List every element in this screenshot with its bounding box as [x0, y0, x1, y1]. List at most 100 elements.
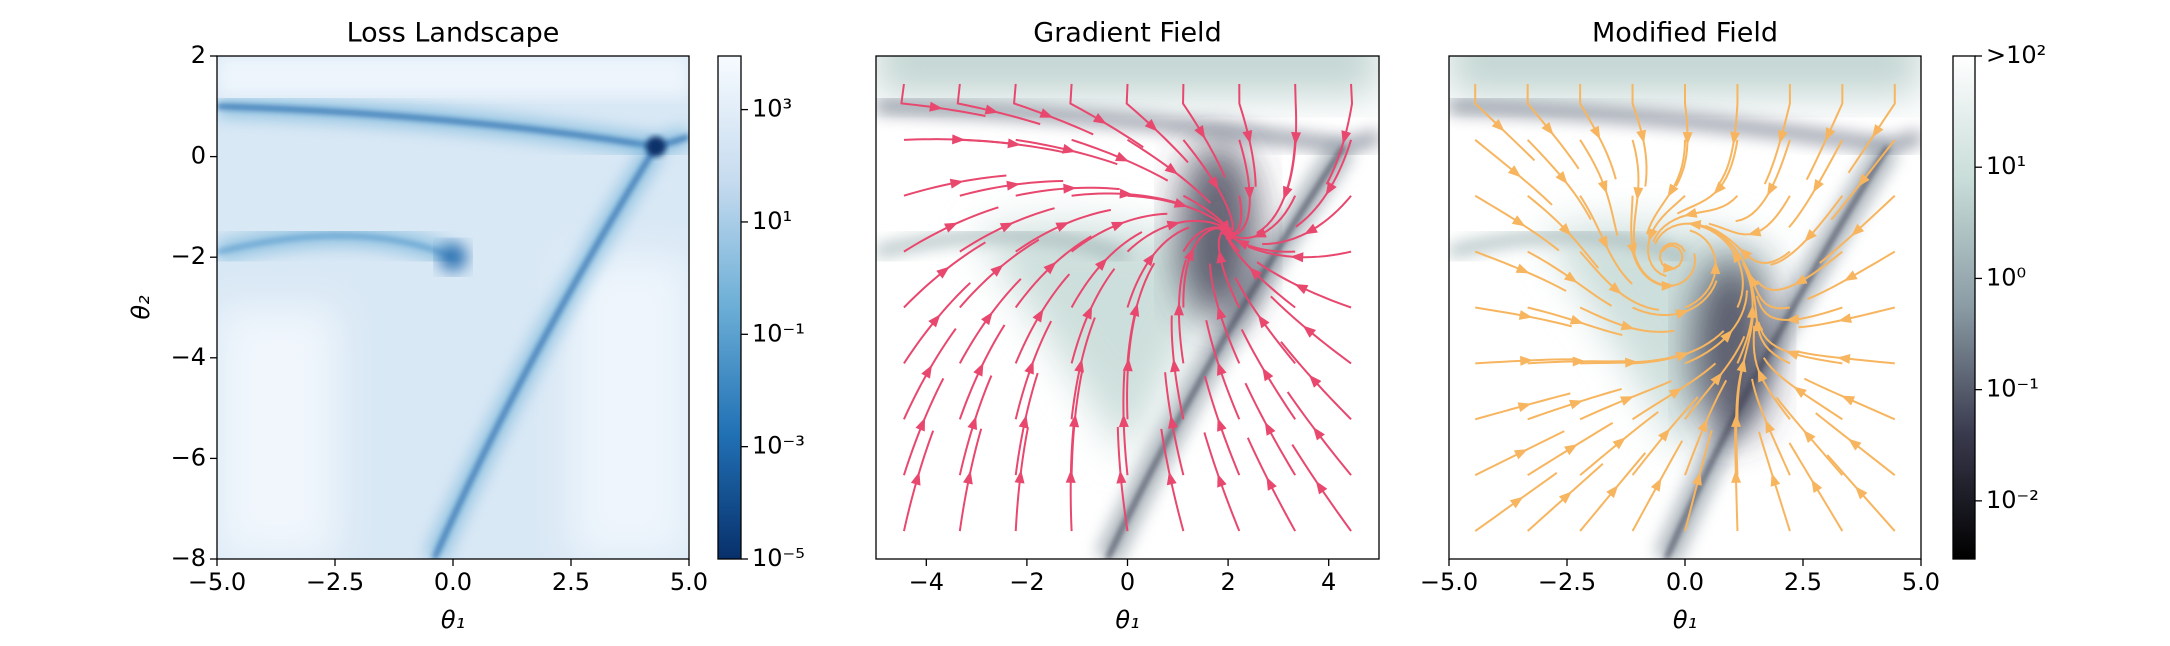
stream-arrow — [1249, 267, 1262, 280]
x-tick-label: −2.5 — [1538, 568, 1596, 596]
y-tick-label: −8 — [171, 544, 206, 572]
stream-arrow — [1024, 360, 1034, 375]
field-shade — [976, 223, 1229, 459]
colorbar-tick-label: 10¹ — [1986, 152, 2026, 180]
chart-title: Modified Field — [1592, 18, 1778, 49]
field-valley — [876, 99, 1379, 154]
stream-arrow — [1266, 476, 1277, 491]
stream-arrow — [929, 101, 943, 112]
stream-arrow — [1173, 302, 1184, 316]
colorbar-tick-label: 10⁻¹ — [752, 319, 805, 347]
x-axis-label: θ₁ — [1115, 606, 1139, 634]
stream-arrow — [1739, 247, 1753, 261]
stream-arrow — [1018, 414, 1029, 429]
x-tick-label: 0.0 — [1666, 568, 1704, 596]
stream-arrow — [1650, 477, 1662, 492]
stream-arrow — [1692, 471, 1702, 486]
stream-arrow — [1143, 252, 1155, 267]
stream-arrow — [1848, 438, 1862, 451]
stream-arrow — [1166, 220, 1181, 231]
stream-arrow — [973, 362, 984, 377]
stream-arrow — [1812, 179, 1824, 193]
stream-arrow — [1014, 469, 1025, 484]
heatmap-light — [571, 257, 689, 559]
stream-arrow — [1541, 121, 1554, 136]
stream-arrow — [1626, 242, 1637, 257]
stream-arrow — [963, 470, 973, 485]
stream-arrow — [1264, 421, 1276, 436]
stream-arrow — [1302, 325, 1317, 338]
stream-arrow — [1851, 223, 1865, 237]
stream-arrow — [1168, 415, 1178, 429]
stream-arrow — [1713, 181, 1726, 195]
stream-arrow — [1164, 162, 1178, 175]
x-tick-label: 2 — [1220, 568, 1235, 596]
stream-arrow — [1515, 263, 1530, 274]
stream-arrow — [1555, 171, 1568, 185]
x-axis-label: θ₁ — [441, 606, 465, 634]
field-valley — [1449, 99, 1921, 154]
stream-arrow — [1039, 108, 1054, 118]
stream-arrow — [1217, 417, 1227, 432]
chart-title: Gradient Field — [1033, 18, 1221, 49]
stream-arrow — [1507, 165, 1522, 178]
stream-arrow — [1122, 358, 1133, 372]
stream-arrow — [1624, 357, 1639, 368]
stream-arrow — [1767, 182, 1778, 197]
stream-arrow — [1242, 130, 1253, 144]
stream-arrow — [1325, 181, 1337, 196]
stream-arrow — [1513, 449, 1528, 460]
stream-arrow — [1710, 260, 1721, 274]
stream-arrow — [1173, 198, 1188, 208]
y-tick-label: 0 — [191, 142, 206, 170]
stream-arrow — [952, 134, 966, 145]
stream-arrow — [1094, 258, 1108, 271]
stream-arrow — [1184, 247, 1194, 262]
stream-arrow — [1520, 355, 1534, 366]
stream-arrow — [967, 416, 977, 430]
stream-arrow — [1518, 310, 1533, 320]
stream-arrow — [1032, 308, 1044, 323]
stream-arrow — [1731, 413, 1742, 427]
y-tick-label: 2 — [191, 41, 206, 69]
stream-arrow — [1793, 274, 1808, 286]
stream-arrow — [1836, 353, 1851, 364]
stream-arrow — [1785, 314, 1799, 325]
stream-arrow — [1558, 223, 1572, 236]
stream-arrow — [1569, 399, 1583, 410]
stream-arrow — [1825, 127, 1836, 142]
stream-arrow — [1648, 227, 1658, 242]
stream-arrow — [1290, 252, 1304, 263]
stream-arrow — [910, 471, 921, 486]
stream-arrow — [1720, 329, 1733, 343]
stream-arrow — [1606, 484, 1619, 499]
stream-arrow — [1511, 215, 1526, 227]
stream-arrow — [1687, 219, 1702, 230]
stream-arrow — [1675, 309, 1690, 320]
stream-arrow — [1785, 350, 1800, 360]
x-axis-label: θ₁ — [1673, 606, 1697, 634]
stream-arrow — [1620, 320, 1635, 331]
stream-arrow — [1283, 185, 1293, 200]
stream-arrow — [1006, 180, 1020, 191]
stream-arrow — [1217, 361, 1227, 376]
stream-arrow — [1062, 143, 1076, 154]
stream-arrow — [1668, 387, 1683, 399]
x-tick-label: 2.5 — [1784, 568, 1822, 596]
stream-arrow — [1313, 427, 1325, 441]
y-tick-label: −6 — [171, 443, 206, 471]
stream-arrow — [1564, 444, 1578, 456]
stream-arrow — [1747, 226, 1762, 237]
stream-arrow — [1811, 479, 1823, 494]
stream-arrow — [1636, 129, 1647, 144]
stream-arrow — [1778, 129, 1788, 144]
colorbar — [717, 55, 742, 560]
stream-arrow — [1217, 473, 1227, 488]
colorbar-tick-label: 10¹ — [752, 207, 792, 235]
stream-arrow — [1682, 132, 1693, 146]
stream-arrow — [1509, 496, 1524, 509]
stream-arrow — [1558, 491, 1572, 504]
stream-arrow — [928, 314, 941, 328]
stream-arrow — [949, 178, 964, 189]
